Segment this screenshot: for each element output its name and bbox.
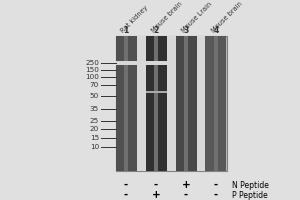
Bar (176, 36, 197, 171)
Text: -: - (214, 180, 218, 190)
Text: Rat kidney: Rat kidney (120, 5, 150, 34)
Text: -: - (154, 180, 158, 190)
Text: +: + (182, 180, 190, 190)
Bar (146, 36, 167, 171)
Text: Mouse brain: Mouse brain (150, 1, 183, 34)
Text: 2: 2 (153, 26, 159, 35)
Text: 70: 70 (90, 82, 99, 88)
Bar (184, 36, 188, 171)
Bar (116, 36, 226, 171)
Text: 250: 250 (85, 60, 99, 66)
Bar (167, 36, 176, 171)
Bar (206, 36, 226, 171)
Bar (154, 36, 158, 171)
Text: 20: 20 (90, 126, 99, 132)
Text: Mouse brain: Mouse brain (210, 1, 243, 34)
Text: -: - (184, 190, 188, 200)
Text: -: - (124, 190, 128, 200)
Bar (214, 36, 218, 171)
Bar (116, 36, 136, 171)
Text: P Peptide: P Peptide (232, 190, 268, 200)
Bar (146, 61, 167, 65)
Bar (146, 91, 167, 93)
Text: +: + (152, 190, 160, 200)
Text: 15: 15 (90, 135, 99, 141)
Text: 100: 100 (85, 74, 99, 80)
Text: 10: 10 (90, 144, 99, 150)
Bar (116, 61, 136, 65)
Text: 3: 3 (183, 26, 189, 35)
Text: 50: 50 (90, 93, 99, 99)
Text: 150: 150 (85, 67, 99, 73)
Text: 35: 35 (90, 106, 99, 112)
Text: N Peptide: N Peptide (232, 180, 269, 190)
Bar (136, 36, 146, 171)
Text: 4: 4 (213, 26, 219, 35)
Bar (196, 36, 206, 171)
Text: Mouse Lrain: Mouse Lrain (180, 1, 213, 34)
Text: 25: 25 (90, 118, 99, 124)
Text: 1: 1 (123, 26, 129, 35)
Text: -: - (124, 180, 128, 190)
Bar (124, 36, 128, 171)
Text: -: - (214, 190, 218, 200)
